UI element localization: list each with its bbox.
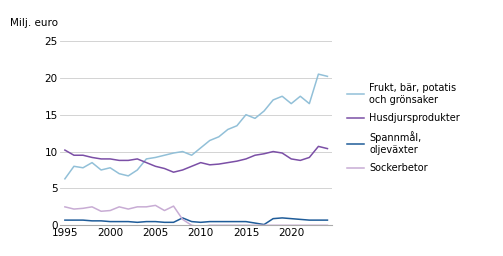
Legend: Frukt, bär, potatis
och grönsaker, Husdjursprodukter, Spannmål,
oljeväxter, Sock: Frukt, bär, potatis och grönsaker, Husdj… <box>347 83 460 173</box>
Text: Milj. euro: Milj. euro <box>10 18 58 28</box>
